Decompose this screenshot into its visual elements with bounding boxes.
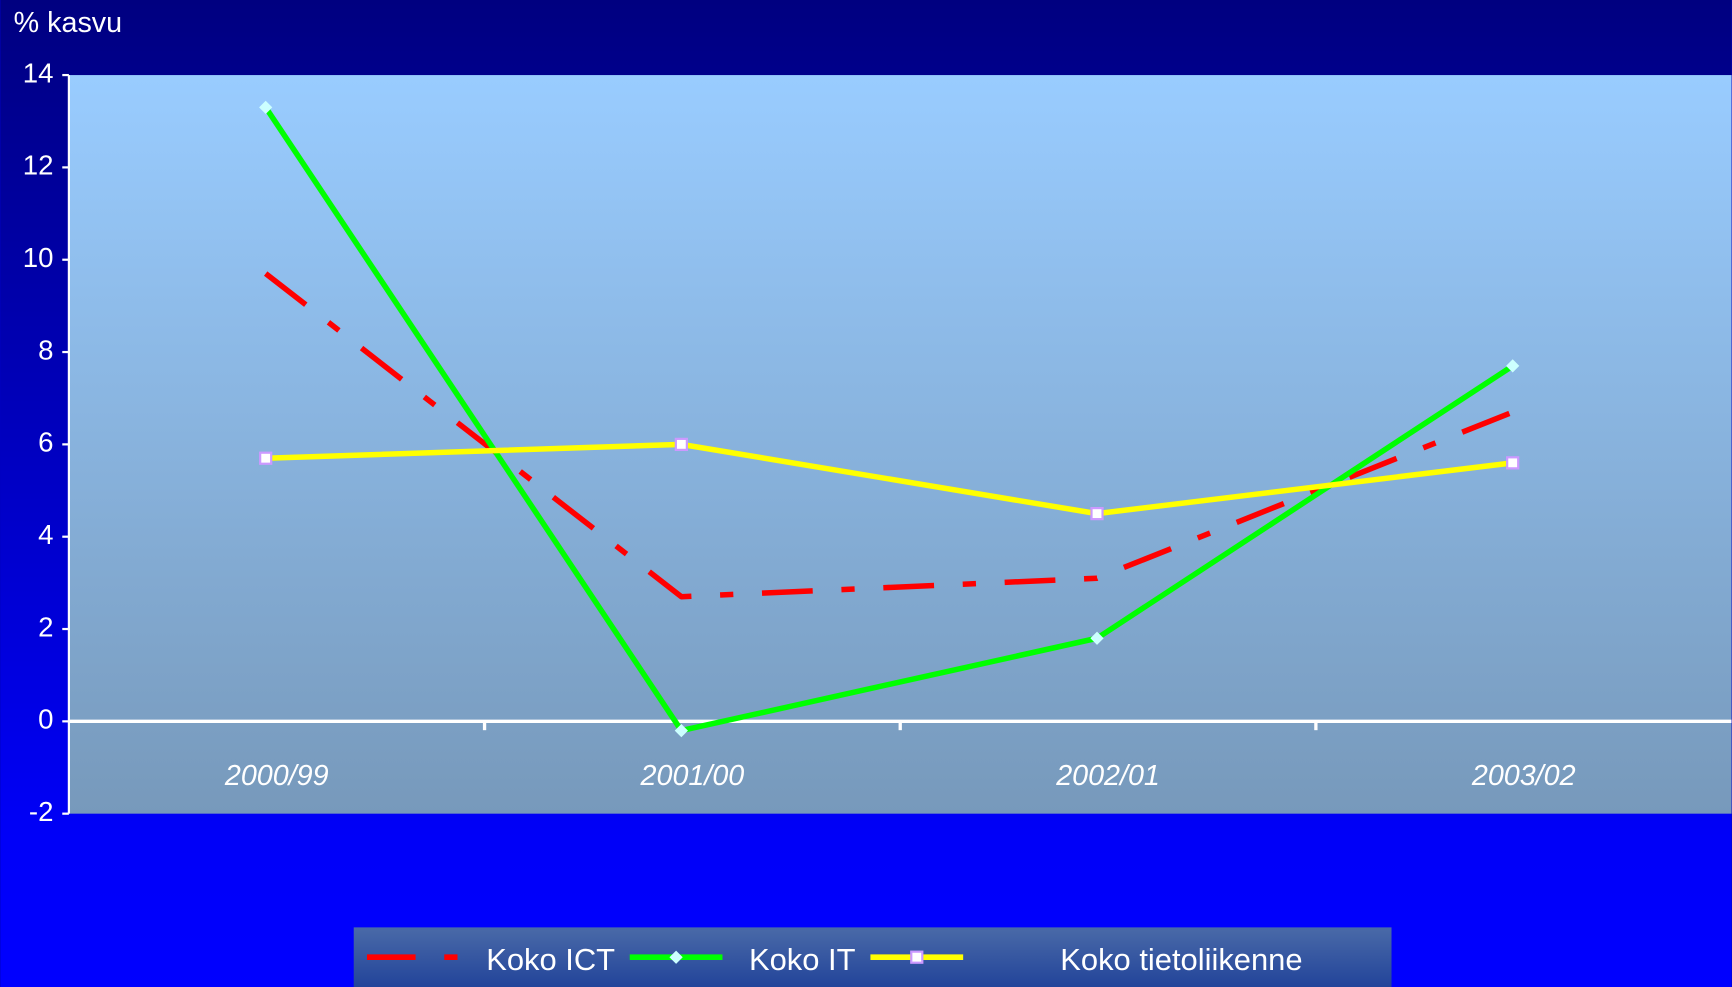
series-line — [263, 271, 1514, 600]
x-tick-label: 2003/02 — [1471, 760, 1576, 792]
marker — [910, 950, 924, 964]
y-tick-label: 2 — [38, 611, 53, 642]
y-tick-label: 6 — [38, 427, 53, 458]
x-tick-label: 2001/00 — [640, 760, 745, 792]
series-line — [265, 441, 1514, 517]
legend-label: Koko ICT — [486, 942, 615, 977]
series-line — [263, 105, 1515, 734]
marker — [674, 437, 688, 451]
y-tick-label: -2 — [29, 796, 54, 827]
marker — [259, 451, 273, 465]
marker — [1090, 506, 1104, 521]
marker — [674, 723, 688, 738]
legend-label: Koko tietoliikenne — [1060, 942, 1302, 977]
y-tick-label: 14 — [23, 57, 54, 88]
y-tick-label: 10 — [23, 242, 54, 273]
y-tick-label: 4 — [38, 519, 53, 550]
marker — [1506, 359, 1520, 373]
y-tick-label: 0 — [38, 704, 53, 735]
y-axis-label: % kasvu — [14, 7, 122, 39]
x-tick-label: 2002/01 — [1055, 760, 1160, 792]
marker — [1506, 456, 1520, 470]
marker — [669, 950, 683, 964]
y-tick-label: 8 — [38, 334, 53, 365]
legend-label: Koko IT — [749, 942, 856, 977]
plot-area — [68, 75, 1732, 814]
marker — [1090, 631, 1104, 645]
x-tick-label: 2000/99 — [224, 760, 329, 792]
y-tick-label: 12 — [23, 150, 54, 181]
